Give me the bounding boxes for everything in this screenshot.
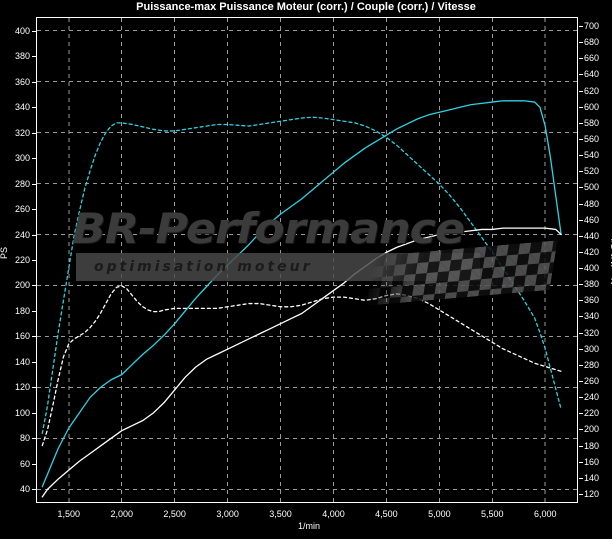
x-tick: 2,000 <box>110 509 133 519</box>
y-tick-left: 260 <box>14 204 37 215</box>
y-tick-right: 460 <box>578 214 600 225</box>
x-tick: 3,500 <box>269 509 292 519</box>
y-tick-left: 140 <box>14 356 37 367</box>
x-tick: 5,000 <box>428 509 451 519</box>
series-line-0 <box>41 100 562 488</box>
chart-title: Puissance-max Puissance Moteur (corr.) /… <box>136 1 476 13</box>
series-line-2 <box>41 227 562 498</box>
y-tick-right: 360 <box>578 295 600 306</box>
x-axis-labels: 1,500 2,000 2,500 3,000 3,500 4,000 4,500 5,000… <box>0 503 612 523</box>
y-tick-right: 680 <box>578 37 600 48</box>
y-tick-right: 560 <box>578 134 600 144</box>
x-axis-title: 1/min <box>298 521 321 531</box>
y-tick-left: 240 <box>14 229 37 240</box>
y-tick-right: 280 <box>578 359 600 370</box>
series-line-3 <box>41 285 562 447</box>
y-tick-right: 600 <box>578 101 600 112</box>
x-tick: 4,500 <box>375 509 398 519</box>
y-tick-left: 400 <box>14 25 37 36</box>
y-tick-right: 160 <box>578 456 600 467</box>
y-tick-right: 660 <box>578 53 600 64</box>
y-tick-right: 120 <box>578 488 600 499</box>
y-tick-right: 300 <box>578 343 600 354</box>
y-tick-right: 400 <box>578 263 600 274</box>
y-tick-left: 180 <box>14 305 37 316</box>
y-tick-left: 100 <box>14 407 37 418</box>
x-tick: 6,000 <box>533 509 557 519</box>
y-axis-right-labels: 120 140 160 180 200 220 240 260 280 300 320 340 360 3… <box>578 0 612 539</box>
y-tick-left: 60 <box>19 458 37 469</box>
series-line-1 <box>41 116 562 435</box>
plot-area <box>36 17 578 503</box>
y-tick-right: 580 <box>578 117 600 128</box>
y-tick-left: 160 <box>14 331 37 342</box>
y-tick-right: 380 <box>578 279 600 290</box>
y-tick-left: 280 <box>14 178 37 189</box>
y-tick-left: 120 <box>14 382 37 393</box>
y-tick-right: 640 <box>578 69 600 80</box>
grid <box>37 18 577 502</box>
y-tick-left: 320 <box>14 127 37 138</box>
chart-canvas <box>37 18 577 502</box>
x-tick: 3,000 <box>216 509 239 519</box>
y-tick-right: 420 <box>578 246 600 257</box>
y-tick-right: 500 <box>578 182 600 193</box>
y-tick-right: 180 <box>578 440 600 451</box>
x-tick: 2,500 <box>163 509 186 519</box>
y-tick-left: 340 <box>14 102 37 113</box>
y-tick-right: 520 <box>578 166 600 177</box>
y-tick-left: 300 <box>14 153 37 164</box>
y-tick-left: 220 <box>14 255 37 265</box>
y-tick-left: 80 <box>19 433 37 444</box>
x-tick: 1,500 <box>57 509 81 519</box>
y-tick-right: 620 <box>578 85 600 96</box>
x-tick: 5,500 <box>481 509 504 519</box>
y-tick-left: 380 <box>14 51 37 62</box>
y-tick-right: 200 <box>578 424 600 435</box>
y-tick-left: 200 <box>14 280 37 291</box>
y-axis-left-labels: 40 60 80 100 120 140 160 180 200 220 240 260 280 300 3… <box>0 0 37 539</box>
y-tick-right: 440 <box>578 230 600 241</box>
y-tick-right: 340 <box>578 311 600 322</box>
y-tick-left: 360 <box>14 76 37 87</box>
y-tick-right: 240 <box>578 392 600 403</box>
y-tick-right: 540 <box>578 150 600 161</box>
y-axis-left-title: PS <box>0 246 10 260</box>
x-tick: 4,000 <box>322 509 345 519</box>
y-tick-right: 220 <box>578 408 600 419</box>
y-tick-right: 480 <box>578 198 600 209</box>
y-tick-right: 140 <box>578 472 600 483</box>
y-tick-left: 40 <box>19 484 37 495</box>
y-tick-right: 320 <box>578 327 600 338</box>
y-tick-right: 260 <box>578 376 600 386</box>
y-tick-right: 700 <box>578 21 600 32</box>
